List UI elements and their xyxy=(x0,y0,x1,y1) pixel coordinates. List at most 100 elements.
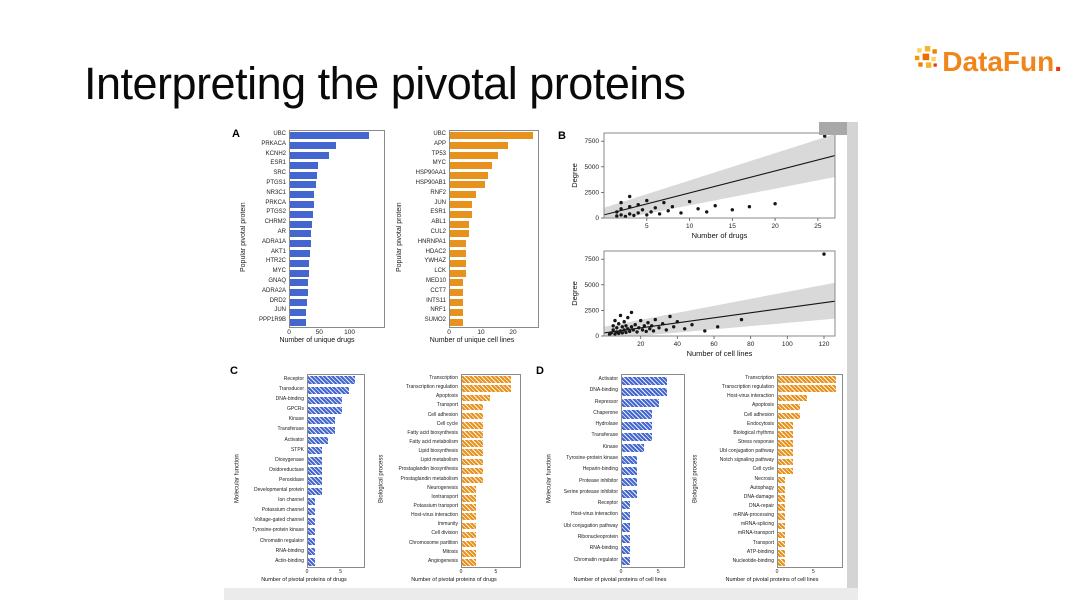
x-axis-label: Number of pivotal proteins of cell lines xyxy=(725,577,819,583)
bar xyxy=(622,512,630,521)
bar xyxy=(290,318,306,326)
regression-line xyxy=(604,300,835,334)
bar xyxy=(308,447,322,455)
bar xyxy=(290,249,310,258)
category-label: Lipid metabolism xyxy=(420,457,458,464)
category-label: Dioxygenase xyxy=(275,456,304,463)
x-tick-label: 0 xyxy=(287,329,291,336)
category-label: Chromatin regulator xyxy=(573,556,618,563)
data-point xyxy=(730,208,734,212)
plot-area xyxy=(289,130,385,328)
category-label: mRNA-transport xyxy=(737,530,774,537)
y-tick-label: 0 xyxy=(595,215,599,222)
category-label: Developmental protein xyxy=(253,487,304,494)
category-label: RNA-binding xyxy=(589,545,618,552)
bar xyxy=(462,458,483,466)
data-point xyxy=(648,327,652,331)
x-tick-label: 20 xyxy=(771,223,779,230)
bar xyxy=(308,517,315,526)
category-label: INTS11 xyxy=(426,297,446,304)
data-point xyxy=(703,329,707,333)
x-axis-label: Number of pivotal proteins of cell lines xyxy=(573,577,667,583)
data-point xyxy=(668,314,672,319)
category-label: Heparin-binding xyxy=(582,466,618,473)
category-label: Potassium transport xyxy=(413,502,458,509)
bar xyxy=(290,181,316,189)
bar xyxy=(290,289,308,297)
data-point xyxy=(618,313,623,318)
category-label: ESR1 xyxy=(270,160,286,167)
x-tick-label: 5 xyxy=(645,223,649,230)
category-label: ESR1 xyxy=(430,209,446,216)
scatter-degree-vs-cell-lines: 0 2500 5000 7500 20 40 60 80 100 120 Number of cel… xyxy=(568,246,842,365)
category-label: Host-virus interaction xyxy=(411,512,458,519)
category-label: Transferase xyxy=(591,432,619,439)
category-label: Transducer xyxy=(278,386,304,393)
y-axis-label: Popular pivotal protein xyxy=(240,202,247,272)
bar xyxy=(308,467,322,475)
bar xyxy=(290,191,315,199)
bar xyxy=(462,540,476,548)
data-point xyxy=(619,207,623,211)
bar xyxy=(290,161,318,169)
category-label: PRKCA xyxy=(265,199,286,206)
bar xyxy=(778,394,808,402)
category-label: Chaperone xyxy=(593,409,618,416)
category-label: Prostaglandin metabolism xyxy=(400,475,458,482)
data-point xyxy=(640,328,645,332)
data-point xyxy=(661,322,665,326)
data-point xyxy=(705,210,709,214)
bar xyxy=(622,500,630,509)
bar xyxy=(290,240,311,248)
category-label: CCT7 xyxy=(430,287,446,294)
category-label: Autophagy xyxy=(750,484,774,491)
bar xyxy=(308,437,329,445)
y-tick-label: 7500 xyxy=(585,256,600,263)
panel-label-c: C xyxy=(230,365,238,377)
category-label: Lipid biosynthesis xyxy=(418,448,458,455)
scrollbar[interactable] xyxy=(847,122,858,600)
data-point xyxy=(716,325,720,329)
category-label: Repressor xyxy=(594,398,618,405)
category-label: Stress response xyxy=(737,438,774,445)
category-label: Necrosis xyxy=(754,475,774,482)
datafun-logo: DataFun. xyxy=(915,44,1062,80)
bar-chart-popular-proteins-by-cell-lines: Popular pivotal protein UBC APP TP53 MYC HSP9… xyxy=(394,130,539,344)
bar xyxy=(462,476,483,484)
category-label: Endocytosis xyxy=(747,420,774,427)
category-label: Activator xyxy=(598,376,618,382)
confidence-band xyxy=(604,134,835,218)
plot-area xyxy=(621,374,685,568)
category-label: Tyrosine-protein kinase xyxy=(566,454,618,461)
category-label: Activator xyxy=(284,436,304,443)
category-label: Transcription regulation xyxy=(721,384,774,391)
bar xyxy=(622,376,667,385)
category-label: UBC xyxy=(273,131,286,137)
y-tick-label: 0 xyxy=(595,333,599,340)
category-label: CHRM2 xyxy=(264,219,286,226)
category-label: Prostaglandin biosynthesis xyxy=(398,466,458,473)
data-point xyxy=(617,322,621,326)
data-point xyxy=(683,327,687,331)
x-tick-label: 5 xyxy=(812,569,815,575)
plot-area xyxy=(307,374,365,568)
data-point xyxy=(628,194,632,199)
bar xyxy=(778,495,786,502)
bar xyxy=(778,522,786,530)
data-point xyxy=(747,205,752,209)
bar xyxy=(290,200,314,209)
data-point xyxy=(644,329,648,334)
data-point xyxy=(690,323,694,327)
bar xyxy=(778,412,800,420)
data-point xyxy=(626,327,630,331)
category-label: HNRNPA1 xyxy=(417,238,446,245)
data-point xyxy=(631,328,635,332)
panel-label-d: D xyxy=(536,365,544,377)
figure-pivotal-proteins: A B C D Popular pivotal protein UBC PRKACA… xyxy=(224,122,858,600)
x-tick-label: 0 xyxy=(305,569,309,575)
data-point xyxy=(633,323,637,327)
category-label: Ubl conjugation pathway xyxy=(563,522,618,529)
plot-area xyxy=(777,374,843,568)
bar xyxy=(450,249,466,258)
data-point xyxy=(628,329,632,334)
